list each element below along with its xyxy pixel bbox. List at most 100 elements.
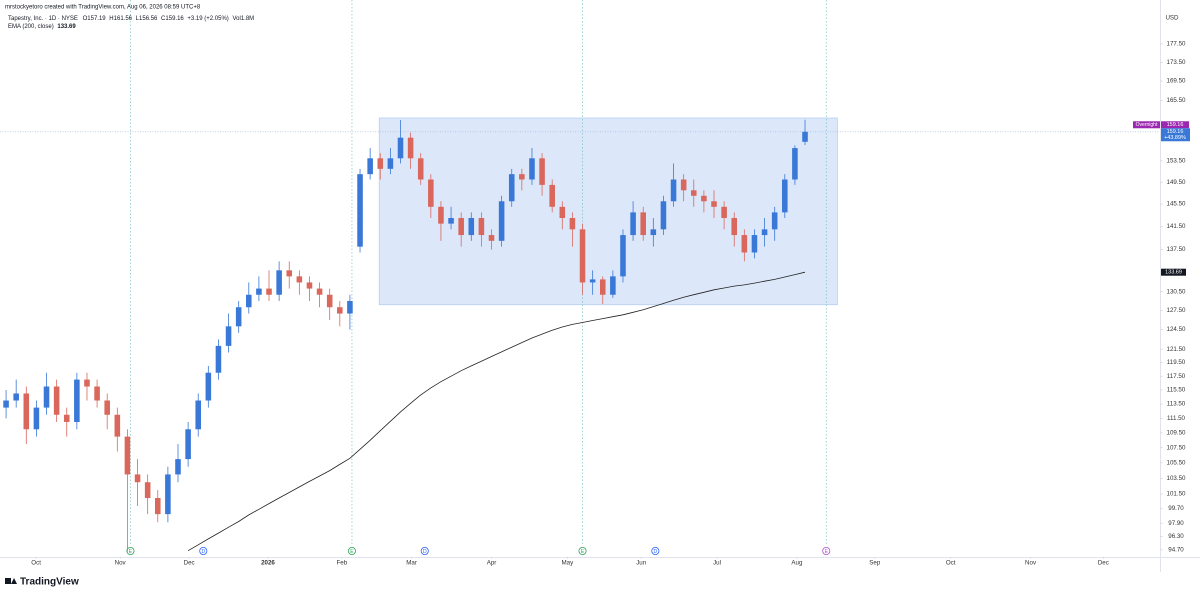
candle-body: [792, 148, 798, 180]
volume: 1.8M: [241, 16, 254, 22]
ohlc-value: 157.19: [87, 16, 106, 22]
candle-body: [326, 294, 333, 308]
overnight-price: 159.16: [1167, 122, 1184, 128]
overnight-label: Overnight: [1136, 122, 1158, 128]
candle-body: [33, 407, 40, 430]
candle-body: [650, 229, 657, 236]
event-label: D: [201, 549, 205, 555]
x-tick-label: 2026: [261, 560, 275, 567]
candle-body: [519, 174, 525, 180]
candle-body: [468, 217, 475, 236]
ema-legend: EMA (200, close) 133.69: [8, 24, 76, 30]
ema-price: 133.69: [1165, 270, 1182, 276]
candle-body: [680, 179, 687, 191]
y-tick-label: 145.50: [1167, 201, 1186, 208]
candle-body: [144, 482, 151, 499]
candle-body: [690, 190, 697, 196]
x-tick-label: Aug: [791, 560, 803, 567]
logo-mark: [5, 578, 11, 584]
candle-body: [367, 158, 373, 175]
event-marker: [651, 547, 660, 556]
candle-body: [246, 294, 252, 308]
candle-body: [235, 307, 242, 327]
y-tick-label: 101.50: [1167, 491, 1186, 498]
candle-body: [438, 206, 444, 224]
candle-body: [448, 217, 454, 224]
x-tick-label: Oct: [31, 560, 41, 567]
logo-text: TradingView: [20, 577, 79, 588]
x-tick-label: Dec: [184, 560, 195, 567]
candle-body: [731, 217, 738, 236]
event-label: E: [350, 549, 354, 555]
x-tick-label: May: [562, 560, 575, 567]
candle-body: [478, 217, 485, 236]
candle-body: [154, 498, 161, 515]
candle-body: [215, 345, 222, 373]
event-marker: [347, 547, 356, 556]
candle-body: [286, 270, 293, 277]
candle-body: [165, 474, 171, 515]
y-tick-label: 121.50: [1167, 346, 1186, 353]
x-tick-label: Nov: [1025, 560, 1037, 567]
y-tick-label: 165.50: [1167, 97, 1186, 104]
candle-body: [508, 174, 515, 202]
candle-body: [266, 288, 272, 295]
ema-line: [187, 271, 806, 552]
event-marker: [420, 547, 429, 556]
ohlc-value: 156.56: [139, 16, 158, 22]
candle-body: [539, 158, 545, 185]
candle-body: [741, 235, 748, 253]
candle-body: [579, 229, 586, 283]
last-price-tag: [1161, 128, 1190, 142]
candle-body: [488, 235, 495, 241]
candle-body: [23, 393, 30, 430]
event-label: E: [581, 549, 585, 555]
y-tick-label: 94.70: [1168, 547, 1184, 554]
y-tick-label: 96.30: [1168, 533, 1184, 540]
candle-body: [13, 393, 19, 401]
ohlc-value: 161.56: [114, 16, 133, 22]
candle-body: [3, 400, 9, 408]
candle-body: [205, 372, 212, 401]
candle-body: [74, 379, 80, 422]
y-tick-label: 107.50: [1167, 444, 1186, 451]
legend-line: Tapestry, Inc. · 1D · NYSE O157.19 H161.…: [8, 16, 254, 22]
candle-body: [549, 184, 555, 207]
x-tick-label: Jun: [636, 560, 647, 567]
event-marker: [578, 547, 587, 556]
candle-body: [104, 400, 110, 415]
candle-body: [185, 429, 191, 460]
candle-body: [498, 201, 505, 241]
candle-body: [428, 179, 434, 207]
ema-price-tag: [1161, 268, 1186, 276]
range-box: [378, 117, 838, 306]
y-tick-label: 105.50: [1167, 460, 1186, 467]
candle-body: [407, 137, 414, 159]
candle-body: [589, 279, 596, 283]
candle-body: [63, 414, 70, 422]
y-tick-label: 117.50: [1167, 373, 1186, 380]
y-tick-label: 127.50: [1167, 307, 1186, 314]
candle-body: [771, 212, 778, 230]
ema-name: EMA (200, close): [8, 24, 54, 30]
symbol: Tapestry, Inc. · 1D · NYSE: [8, 16, 78, 22]
candle-body: [417, 158, 424, 180]
candle-body: [670, 179, 677, 202]
candle-body: [620, 235, 626, 277]
candle-body: [529, 158, 535, 180]
candle-body: [711, 201, 717, 207]
candle-body: [782, 179, 788, 213]
candle-body: [630, 212, 636, 236]
y-tick-label: 124.50: [1167, 326, 1186, 333]
y-tick-label: 115.50: [1167, 387, 1186, 394]
candle-body: [114, 414, 121, 437]
candle-body: [296, 276, 303, 283]
x-tick-label: Feb: [336, 560, 347, 567]
logo: TradingView: [5, 577, 79, 588]
candle-body: [751, 235, 758, 253]
candle-body: [124, 436, 131, 475]
overnight-price-tag: [1161, 121, 1189, 129]
candle-body: [94, 386, 100, 401]
ohlc-label: C: [161, 16, 166, 22]
candle-body: [347, 300, 353, 314]
